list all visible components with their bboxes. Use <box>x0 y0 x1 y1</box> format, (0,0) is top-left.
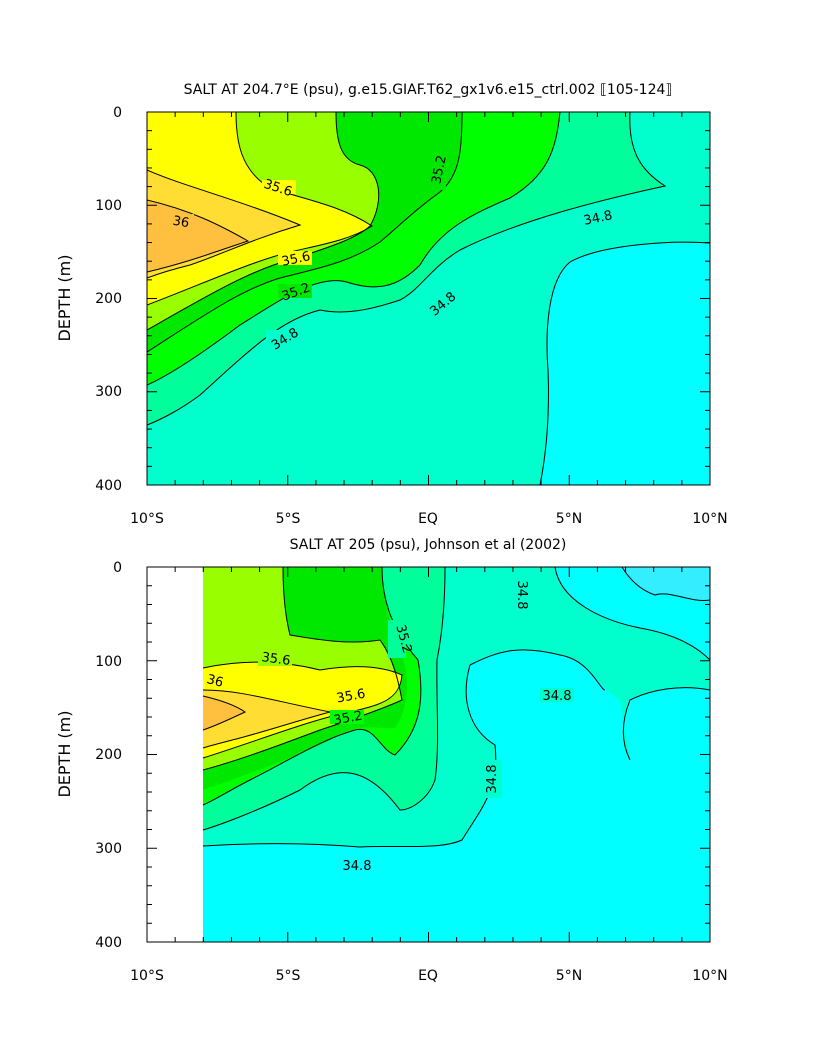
top-label-352b: 35.2 <box>429 154 450 185</box>
bottom-ytick-200: 200 <box>95 747 122 763</box>
bottom-axis-ticks <box>146 566 711 943</box>
bottom-xtick-10n: 10°N <box>692 968 727 984</box>
top-ytick-200: 200 <box>95 291 122 307</box>
top-title: SALT AT 204.7°E (psu), g.e15.GIAF.T62_gx… <box>184 82 673 98</box>
bottom-title: SALT AT 205 (psu), Johnson et al (2002) <box>290 537 567 553</box>
bottom-label-356b: 35.6 <box>336 687 367 707</box>
bottom-label-352b: 35.2 <box>392 623 414 655</box>
bottom-label-348d: 34.8 <box>343 859 372 874</box>
bottom-contour-lines <box>202 567 710 848</box>
bottom-ytick-300: 300 <box>95 841 122 857</box>
top-label-36: 36 <box>171 214 190 232</box>
bottom-label-356a: 35.6 <box>261 650 292 669</box>
top-xtick-5s: 5°S <box>276 511 301 527</box>
bottom-ytick-0: 0 <box>113 560 122 576</box>
top-y-tick-labels: 0 100 200 300 400 <box>95 105 122 494</box>
bottom-label-348b: 34.8 <box>543 689 572 704</box>
bottom-xtick-eq: EQ <box>418 968 438 984</box>
top-y-axis-label: DEPTH (m) <box>55 254 74 341</box>
top-xtick-10s: 10°S <box>130 511 164 527</box>
bottom-label-348c: 34.8 <box>485 765 500 794</box>
top-xtick-10n: 10°N <box>692 511 727 527</box>
bottom-xtick-10s: 10°S <box>130 968 164 984</box>
top-ytick-100: 100 <box>95 198 122 214</box>
top-ytick-0: 0 <box>113 105 122 121</box>
top-contour-lines <box>147 112 710 485</box>
bottom-xtick-5n: 5°N <box>556 968 582 984</box>
bottom-contour-fills <box>147 567 710 942</box>
bottom-label-352a: 35.2 <box>333 709 364 729</box>
bottom-label-36: 36 <box>205 672 225 691</box>
bottom-ytick-400: 400 <box>95 935 122 951</box>
top-ytick-300: 300 <box>95 384 122 400</box>
top-x-tick-labels: 10°S 5°S EQ 5°N 10°N <box>130 511 728 527</box>
bottom-fill-gt36 <box>203 696 245 730</box>
bottom-label-348a: 34.8 <box>514 581 529 610</box>
top-ytick-400: 400 <box>95 478 122 494</box>
top-xtick-5n: 5°N <box>556 511 582 527</box>
bottom-ytick-100: 100 <box>95 654 122 670</box>
top-label-348a: 34.8 <box>582 208 613 229</box>
bottom-x-tick-labels: 10°S 5°S EQ 5°N 10°N <box>130 968 728 984</box>
top-axis-ticks <box>146 111 711 486</box>
top-panel: SALT AT 204.7°E (psu), g.e15.GIAF.T62_gx… <box>55 82 728 527</box>
bottom-fill-lt346 <box>622 567 710 601</box>
top-xtick-eq: EQ <box>418 511 438 527</box>
bottom-panel: SALT AT 205 (psu), Johnson et al (2002) <box>55 537 728 984</box>
bottom-xtick-5s: 5°S <box>276 968 301 984</box>
top-label-356b: 35.6 <box>280 249 311 270</box>
bottom-contour-labels: 35.6 36 35.6 35.2 35.2 34.8 34.8 34.8 34… <box>203 575 574 874</box>
bottom-y-tick-labels: 0 100 200 300 400 <box>95 560 122 951</box>
bottom-fill-36 <box>203 690 330 748</box>
bottom-y-axis-label: DEPTH (m) <box>55 710 74 797</box>
